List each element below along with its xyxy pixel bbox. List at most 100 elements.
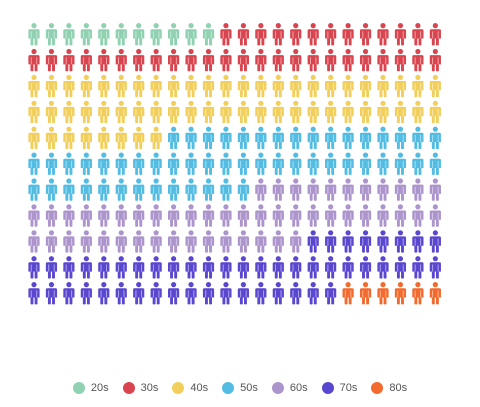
person-icon-40s	[28, 74, 40, 98]
person-icon-60s	[272, 204, 284, 227]
person-icon-60s	[45, 204, 58, 227]
person-icon-50s	[115, 152, 127, 175]
legend-swatch-60s	[271, 382, 284, 394]
person-icon-50s	[63, 152, 75, 175]
person-icon-50s	[255, 126, 267, 149]
person-icon-70s	[220, 282, 232, 305]
person-icon-60s	[377, 204, 389, 227]
legend-item-20s: 20s	[72, 382, 109, 394]
person-icon-40s	[342, 100, 354, 124]
person-icon-60s	[359, 178, 372, 201]
person-icon-60s	[255, 230, 267, 253]
person-icon-30s	[429, 48, 441, 72]
person-icon-60s	[272, 178, 284, 201]
person-icon-30s	[272, 48, 284, 72]
person-icon-40s	[168, 100, 180, 124]
person-icon-40s	[237, 100, 249, 124]
person-icon-70s	[290, 282, 302, 305]
person-icon-40s	[359, 100, 372, 124]
person-icon-40s	[98, 126, 110, 149]
person-icon-40s	[359, 74, 372, 98]
person-icon-30s	[98, 48, 110, 72]
person-icon-30s	[255, 48, 267, 72]
person-icon-40s	[45, 126, 58, 149]
person-icon-50s	[237, 178, 249, 201]
person-icon-60s	[307, 204, 319, 227]
person-icon-30s	[377, 23, 389, 46]
person-icon-40s	[150, 126, 162, 149]
person-icon-40s	[394, 74, 407, 98]
person-icon-50s	[220, 178, 232, 201]
person-icon-40s	[429, 74, 441, 98]
person-icon-70s	[325, 230, 337, 253]
person-icon-50s	[342, 126, 354, 149]
person-icon-30s	[115, 48, 127, 72]
person-icon-70s	[220, 256, 232, 279]
person-icon-30s	[325, 48, 337, 72]
person-icon-70s	[237, 256, 249, 279]
person-icon-60s	[185, 204, 197, 227]
person-icon-50s	[133, 152, 145, 175]
legend-swatch-40s	[172, 382, 185, 394]
person-icon-50s	[185, 126, 197, 149]
person-icon-50s	[272, 152, 284, 175]
person-icon-50s	[307, 126, 319, 149]
person-icon-50s	[325, 152, 337, 175]
person-icon-50s	[429, 126, 441, 149]
legend-swatch-70s	[321, 382, 334, 394]
person-icon-30s	[412, 23, 424, 46]
person-icon-40s	[202, 100, 215, 124]
person-icon-40s	[220, 100, 232, 124]
person-icon-40s	[115, 74, 127, 98]
person-icon-50s	[115, 178, 127, 201]
person-icon-80s	[394, 282, 407, 305]
person-icon-70s	[168, 256, 180, 279]
person-icon-70s	[412, 230, 424, 253]
person-icon-70s	[185, 256, 197, 279]
person-icon-40s	[377, 74, 389, 98]
person-icon-60s	[133, 204, 145, 227]
person-icon-30s	[202, 48, 215, 72]
legend-label-20s: 20s	[90, 382, 109, 394]
person-icon-50s	[290, 152, 302, 175]
person-icon-70s	[342, 256, 354, 279]
person-icon-70s	[359, 230, 372, 253]
person-icon-70s	[290, 256, 302, 279]
person-icon-70s	[202, 256, 215, 279]
person-icon-60s	[394, 204, 407, 227]
person-icon-60s	[202, 230, 215, 253]
person-icon-70s	[255, 256, 267, 279]
person-icon-80s	[342, 282, 354, 305]
person-icon-70s	[272, 282, 284, 305]
person-icon-70s	[377, 230, 389, 253]
person-icon-60s	[168, 230, 180, 253]
person-icon-60s	[63, 204, 75, 227]
person-icon-50s	[168, 126, 180, 149]
person-icon-40s	[80, 100, 92, 124]
legend-label-30s: 30s	[140, 382, 159, 394]
person-icon-60s	[325, 204, 337, 227]
person-icon-40s	[429, 100, 441, 124]
person-icon-40s	[168, 74, 180, 98]
person-icon-60s	[237, 230, 249, 253]
person-icon-60s	[80, 230, 92, 253]
person-icon-70s	[255, 282, 267, 305]
person-icon-70s	[325, 282, 337, 305]
person-icon-30s	[185, 48, 197, 72]
person-icon-30s	[394, 48, 407, 72]
person-icon-30s	[325, 23, 337, 46]
person-icon-30s	[290, 23, 302, 46]
person-icon-60s	[202, 204, 215, 227]
person-icon-70s	[45, 282, 58, 305]
person-icon-60s	[255, 178, 267, 201]
person-icon-70s	[28, 282, 40, 305]
person-icon-70s	[412, 256, 424, 279]
person-icon-50s	[185, 178, 197, 201]
person-icon-70s	[133, 282, 145, 305]
person-icon-30s	[272, 23, 284, 46]
waffle-chart	[28, 23, 441, 305]
person-icon-40s	[115, 100, 127, 124]
person-icon-70s	[394, 230, 407, 253]
person-icon-20s	[115, 23, 127, 46]
person-icon-50s	[45, 178, 58, 201]
